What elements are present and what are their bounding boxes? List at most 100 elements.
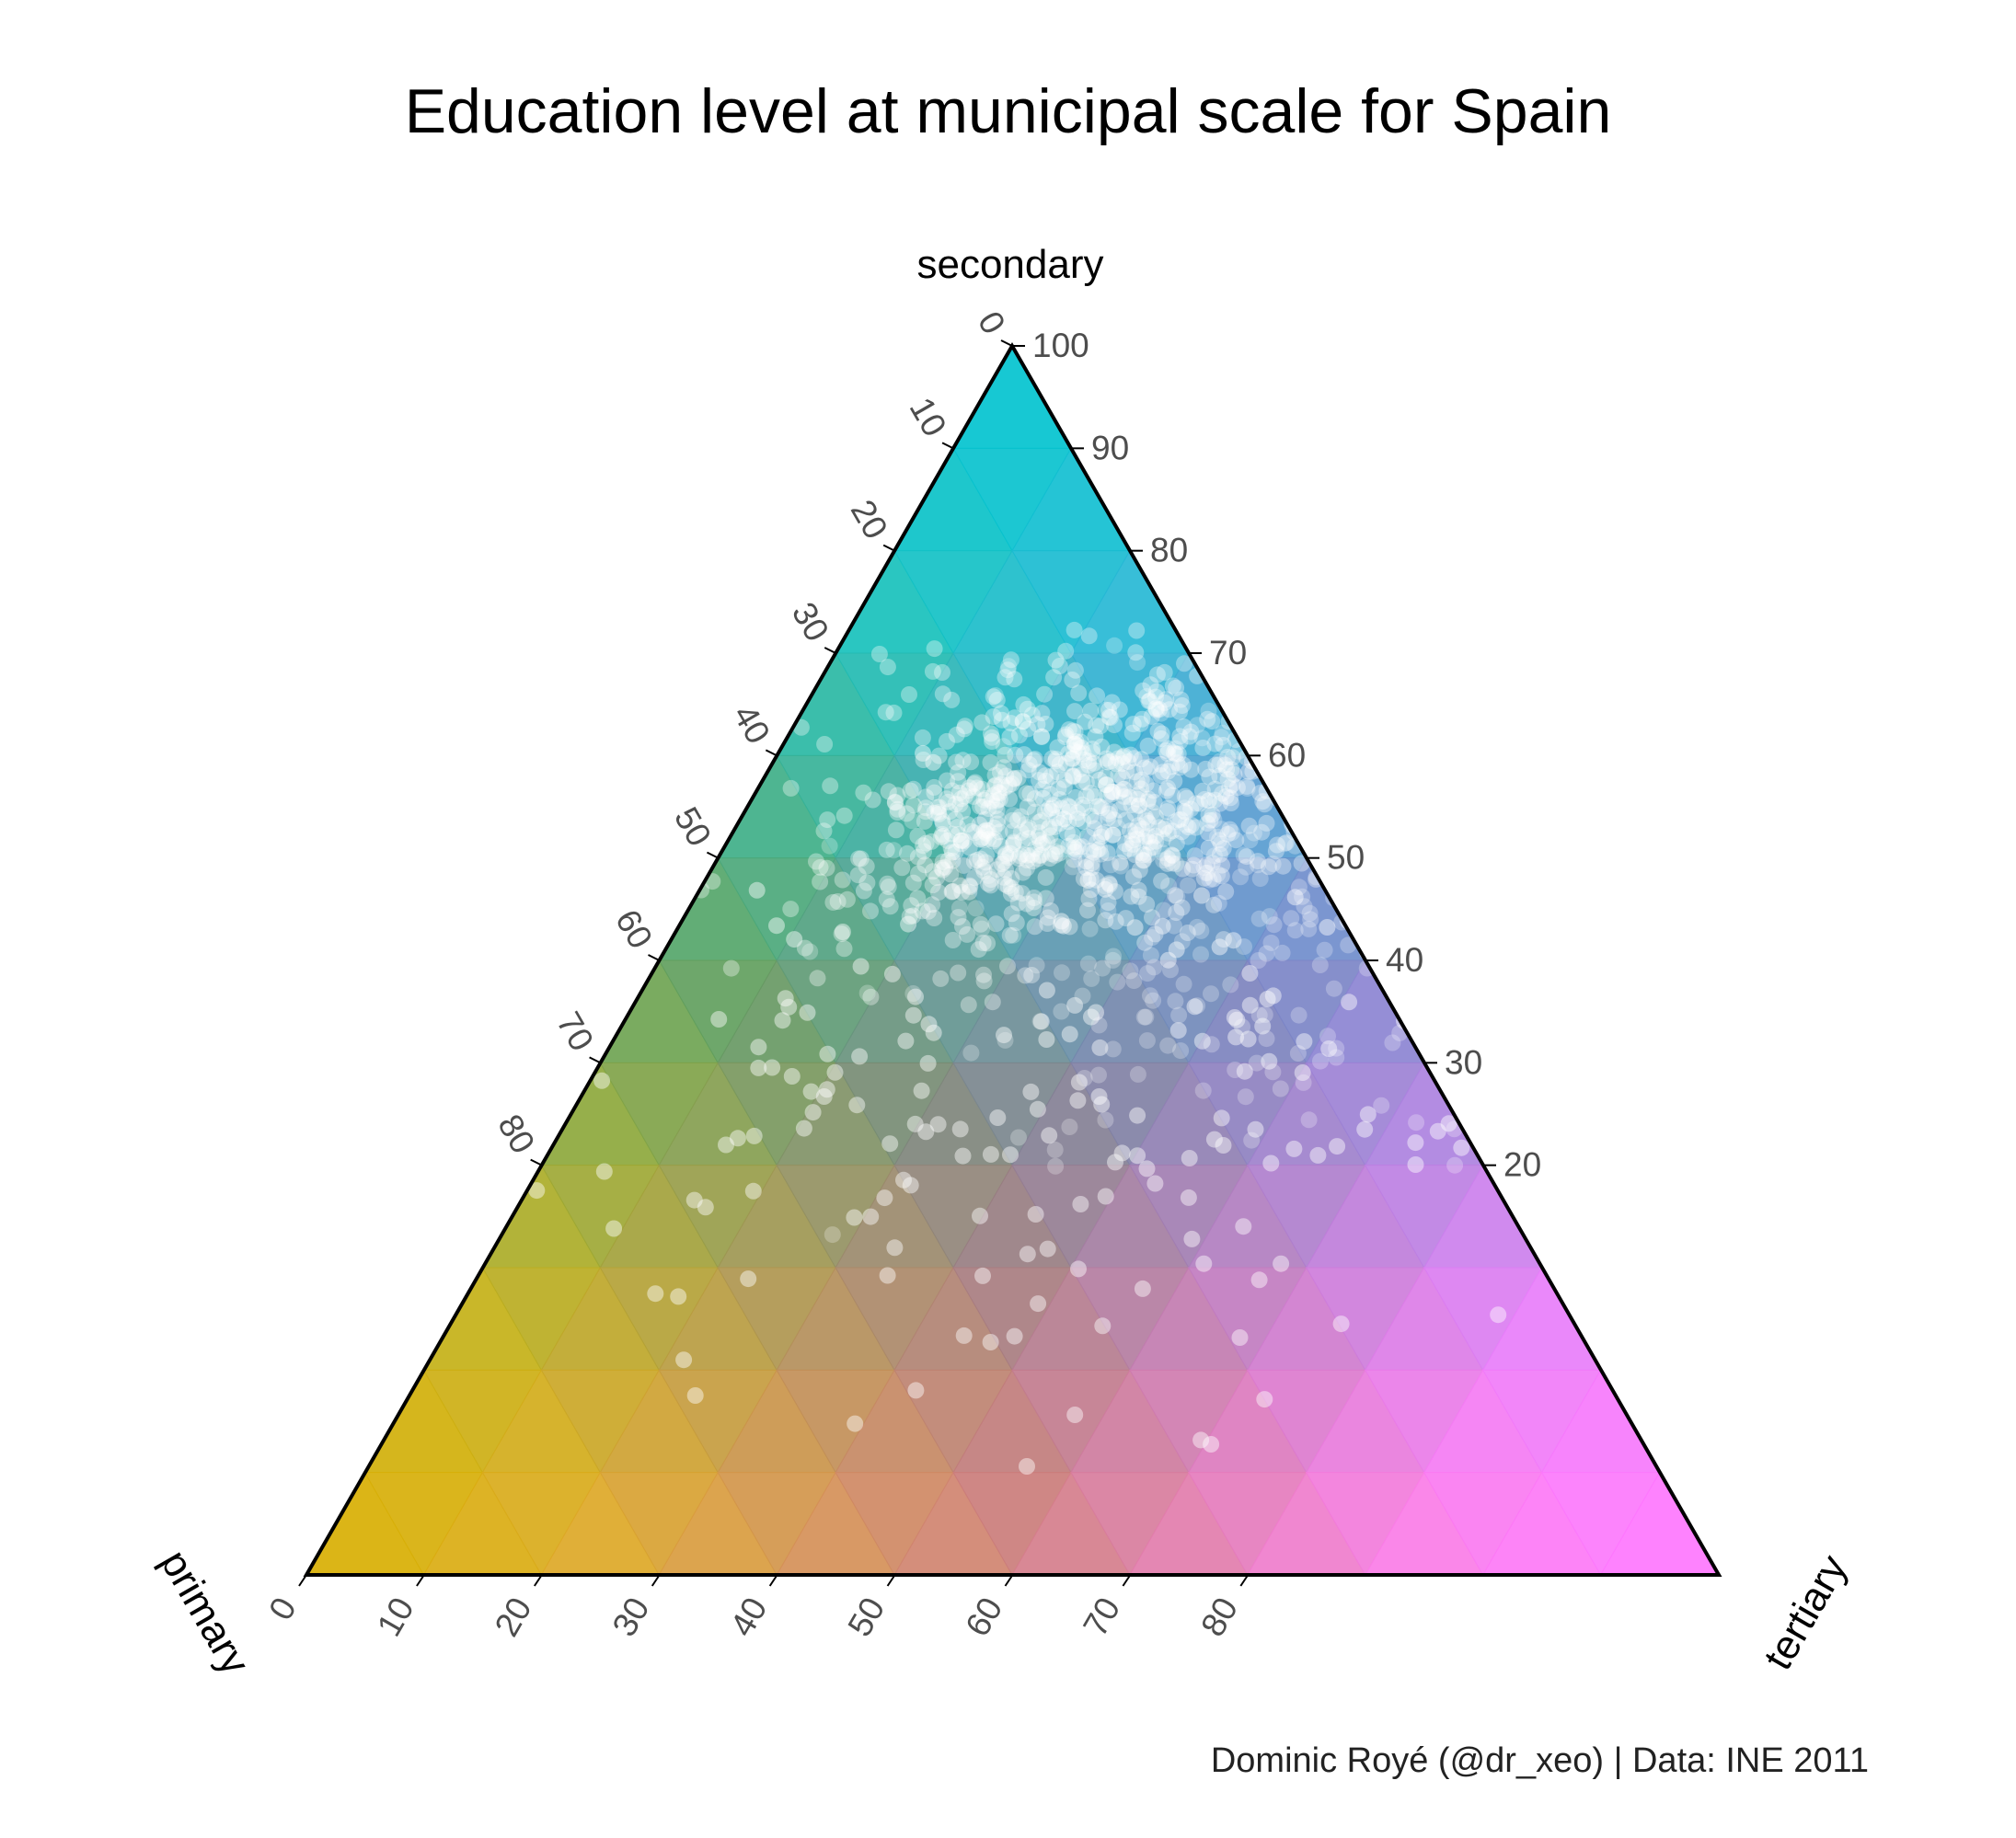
data-point (1043, 799, 1061, 817)
data-point (1131, 861, 1148, 879)
data-point (1003, 879, 1020, 897)
data-point (1076, 1070, 1093, 1086)
data-point (1441, 703, 1458, 720)
data-point (954, 918, 971, 936)
data-point (528, 1182, 546, 1200)
data-point (1420, 867, 1437, 885)
data-point (802, 1083, 820, 1100)
data-point (1082, 702, 1100, 719)
data-point (1509, 678, 1526, 695)
data-point (1090, 798, 1108, 815)
data-point (939, 852, 957, 869)
data-point (917, 834, 935, 852)
data-point (1515, 661, 1533, 679)
data-point (1254, 713, 1272, 729)
data-point (980, 800, 997, 817)
data-point (1264, 987, 1282, 1005)
data-point (1227, 1062, 1244, 1078)
data-point (1000, 658, 1018, 675)
data-point (1097, 1111, 1114, 1129)
data-point (1045, 819, 1063, 836)
data-point (1209, 866, 1227, 883)
data-point (924, 877, 941, 894)
data-point (1335, 717, 1353, 734)
data-point (1138, 896, 1156, 913)
data-point (1023, 706, 1041, 724)
data-point (1204, 713, 1221, 730)
data-point (1171, 759, 1189, 776)
data-point (1028, 957, 1045, 974)
data-point (952, 832, 970, 849)
data-point (1140, 790, 1158, 808)
data-point (1310, 703, 1328, 719)
data-point (1299, 816, 1317, 833)
data-point (1524, 797, 1541, 814)
data-point (1065, 768, 1082, 786)
data-point (1169, 1022, 1187, 1040)
data-point (1330, 667, 1347, 684)
data-point (1161, 701, 1178, 718)
data-point (1287, 787, 1305, 805)
data-point (1037, 890, 1054, 907)
data-point (1043, 803, 1060, 821)
data-point (851, 1048, 869, 1065)
data-point (1226, 765, 1243, 783)
data-point (1409, 808, 1425, 825)
data-point (1152, 755, 1169, 773)
data-point (1031, 1013, 1049, 1030)
data-point (1302, 820, 1319, 837)
right-tick-label: 60 (1268, 736, 1306, 774)
data-point (1104, 951, 1122, 969)
data-point (889, 804, 906, 821)
data-point (980, 831, 997, 848)
data-point (944, 882, 962, 900)
data-point (1026, 790, 1043, 808)
data-point (1273, 636, 1290, 653)
data-point (1527, 843, 1545, 860)
data-point (1629, 913, 1646, 931)
data-point (1238, 858, 1255, 876)
data-point (1301, 684, 1319, 701)
data-point (1320, 1040, 1338, 1057)
data-point (955, 720, 973, 738)
tick-mark (1000, 339, 1013, 347)
data-point (1117, 910, 1135, 927)
data-point (962, 822, 980, 840)
data-point (1002, 885, 1020, 902)
data-point (1435, 754, 1453, 772)
data-point (954, 752, 972, 769)
data-point (1022, 1083, 1040, 1100)
data-point (1093, 1096, 1111, 1113)
data-point (1156, 663, 1173, 681)
data-point (1542, 649, 1560, 667)
data-point (1019, 1458, 1035, 1475)
data-point (1003, 775, 1020, 793)
data-point (977, 789, 995, 807)
data-point (909, 890, 927, 907)
data-point (1142, 987, 1158, 1005)
data-point (1322, 632, 1340, 649)
data-point (950, 773, 967, 790)
data-point (1158, 803, 1176, 821)
data-point (1049, 739, 1066, 756)
data-point (1107, 1154, 1123, 1171)
data-point (1041, 820, 1057, 837)
data-point (1390, 745, 1407, 763)
data-point (1635, 817, 1653, 834)
data-point (976, 822, 993, 840)
data-point (1300, 1111, 1318, 1129)
data-point (1066, 703, 1083, 720)
data-point (1026, 918, 1043, 936)
data-point (1113, 1144, 1131, 1162)
data-point (1146, 1175, 1164, 1192)
data-point (1591, 1047, 1608, 1064)
data-point (1290, 1006, 1308, 1024)
data-point (996, 847, 1014, 865)
data-point (1054, 964, 1070, 982)
data-point (1631, 983, 1648, 1001)
data-point (1032, 846, 1050, 864)
data-point (1045, 669, 1063, 686)
data-point (1166, 813, 1183, 831)
data-point (1122, 822, 1138, 840)
data-point (999, 878, 1017, 895)
